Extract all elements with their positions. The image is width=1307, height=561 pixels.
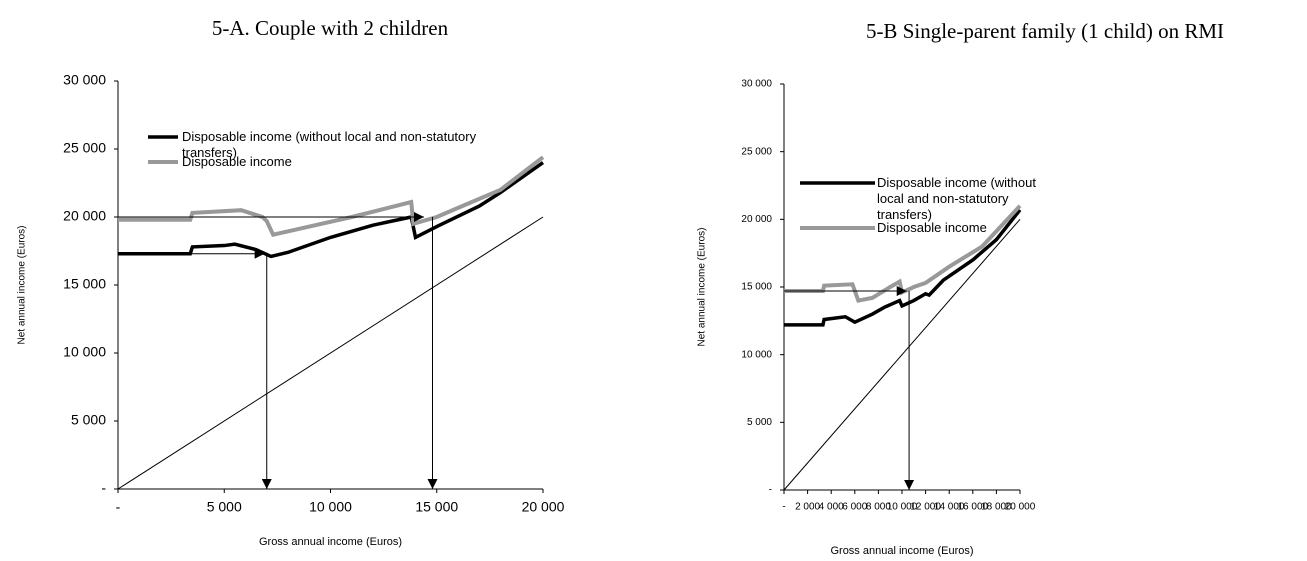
x-tick-label: - <box>782 502 785 513</box>
x-tick-label: 20 000 <box>1005 502 1036 513</box>
y-axis-label: Net annual income (Euros) <box>17 226 28 345</box>
x-tick-label: - <box>116 499 121 515</box>
series-line <box>117 216 544 490</box>
series-line <box>118 161 545 259</box>
x-tick-label: 14 000 <box>934 502 965 513</box>
x-tick-label: 12 000 <box>910 502 941 513</box>
y-tick-label: 20 000 <box>741 214 772 225</box>
y-tick-label: - <box>769 485 772 496</box>
series-line <box>784 204 1022 303</box>
y-tick-label: 25 000 <box>63 140 106 156</box>
series-line <box>118 155 545 237</box>
x-tick-label: 8 000 <box>866 502 891 513</box>
y-tick-label: 15 000 <box>63 276 106 292</box>
y-tick-label: 5 000 <box>747 417 772 428</box>
x-tick-label: 10 000 <box>887 502 918 513</box>
y-tick-label: 10 000 <box>63 344 106 360</box>
x-tick-label: 10 000 <box>309 499 352 515</box>
y-tick-label: - <box>101 480 106 496</box>
series-line <box>783 219 1021 491</box>
legend-label: Disposable income <box>182 154 292 169</box>
y-tick-label: 10 000 <box>741 349 772 360</box>
y-tick-label: 30 000 <box>63 72 106 88</box>
legend-label: Disposable income <box>877 220 987 235</box>
x-axis-label: Gross annual income (Euros) <box>259 536 402 548</box>
y-tick-label: 25 000 <box>741 146 772 157</box>
y-tick-label: 20 000 <box>63 208 106 224</box>
x-tick-label: 20 000 <box>522 499 565 515</box>
x-tick-label: 18 000 <box>981 502 1012 513</box>
x-tick-label: 2 000 <box>795 502 820 513</box>
x-tick-label: 6 000 <box>842 502 867 513</box>
x-tick-label: 15 000 <box>415 499 458 515</box>
y-tick-label: 5 000 <box>71 412 106 428</box>
chart-title: 5-B Single-parent family (1 child) on RM… <box>866 19 1224 43</box>
y-axis-label: Net annual income (Euros) <box>697 228 708 347</box>
chart-title: 5-A. Couple with 2 children <box>212 16 449 40</box>
legend-label: Disposable income (without local and non… <box>877 175 1036 222</box>
x-tick-label: 5 000 <box>207 499 242 515</box>
series-line <box>784 208 1022 327</box>
x-tick-label: 16 000 <box>958 502 989 513</box>
x-axis-label: Gross annual income (Euros) <box>830 545 973 557</box>
y-tick-label: 15 000 <box>741 282 772 293</box>
legend-label: Disposable income (without local and non… <box>182 129 477 160</box>
x-tick-label: 4 000 <box>819 502 844 513</box>
y-tick-label: 30 000 <box>741 79 772 90</box>
